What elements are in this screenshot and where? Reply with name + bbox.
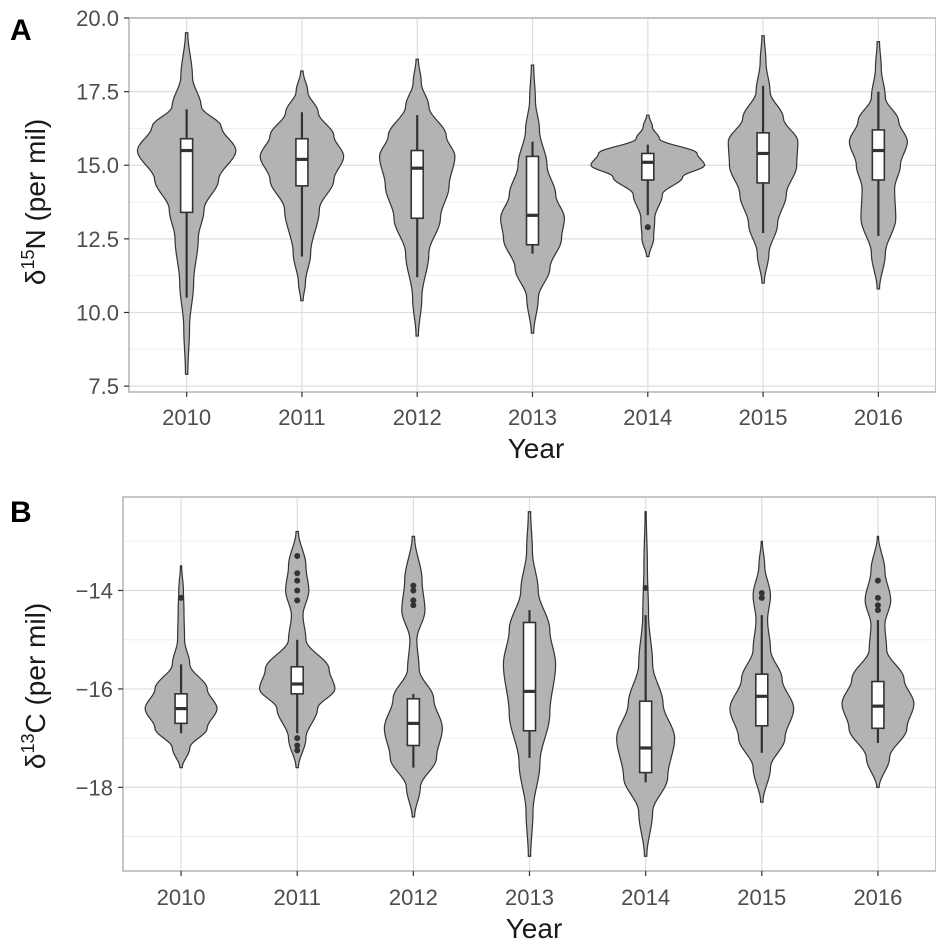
panel-b-outlier-2011 bbox=[294, 735, 301, 742]
panel-a-y-tick-label: 17.5 bbox=[76, 80, 119, 105]
panel-b-outlier-2011 bbox=[294, 553, 301, 560]
panel-a-box-2014 bbox=[640, 152, 655, 181]
panel-a-box-2016 bbox=[871, 129, 886, 181]
panel-b-y-tick-label: −14 bbox=[76, 579, 113, 604]
panel-b-outlier-2011 bbox=[294, 570, 301, 577]
panel-a-x-tick-label: 2016 bbox=[854, 405, 903, 430]
panel-b-outlier-2014 bbox=[642, 585, 649, 592]
panel-a-x-tick-label: 2013 bbox=[508, 405, 557, 430]
panel-a-x-ticks: 2010 2011 2012 2013 2014 2015 2016 bbox=[162, 392, 903, 430]
panel-b-box-2011 bbox=[290, 665, 305, 695]
panel-b-violins bbox=[144, 511, 915, 857]
panel-a-box-2011 bbox=[295, 137, 309, 187]
panel-a-x-axis-title: Year bbox=[508, 433, 565, 464]
panel-b-y-ticks: −18 −16 −14 bbox=[76, 579, 123, 800]
panel-a-letter: A bbox=[10, 14, 32, 47]
panel-b-outlier-2011 bbox=[294, 597, 301, 604]
panel-b-box-2013 bbox=[522, 621, 537, 732]
panel-b-letter: B bbox=[10, 496, 32, 529]
panel-b-x-tick-label: 2012 bbox=[389, 885, 438, 910]
panel-b: −18 −16 −14 2010 2011 2012 2013 2014 2015 2016 Y… bbox=[10, 496, 936, 944]
panel-b-y-axis-title-prefix: δ bbox=[20, 754, 51, 770]
panel-b-outlier-2011 bbox=[294, 587, 301, 594]
panel-a-box-2015 bbox=[756, 132, 770, 184]
panel-b-outlier-2016 bbox=[874, 577, 881, 584]
panel-b-x-tick-label: 2015 bbox=[737, 885, 786, 910]
panel-a-violin-group-2010 bbox=[136, 32, 237, 375]
panel-b-x-tick-label: 2013 bbox=[505, 885, 554, 910]
panel-b-x-axis-title: Year bbox=[506, 913, 563, 944]
panel-a-y-tick-label: 10.0 bbox=[76, 300, 119, 325]
panel-b-y-tick-label: −16 bbox=[76, 677, 113, 702]
panel-b-y-axis-title-sup: 13 bbox=[18, 734, 38, 754]
panel-b-y-axis-title-suffix: C (per mil) bbox=[20, 603, 51, 734]
panel-b-x-tick-label: 2016 bbox=[853, 885, 902, 910]
panel-a-box-2012 bbox=[410, 149, 425, 220]
panel-a-box-2010 bbox=[179, 137, 194, 214]
panel-b-outlier-2012 bbox=[410, 582, 417, 589]
panel-a-x-tick-label: 2014 bbox=[623, 405, 672, 430]
panel-a-y-tick-label: 12.5 bbox=[76, 227, 119, 252]
panel-b-outlier-2016 bbox=[874, 607, 881, 614]
panel-a-outlier-2014 bbox=[644, 224, 651, 231]
panel-b-x-tick-label: 2014 bbox=[621, 885, 670, 910]
panel-b-outlier-2012 bbox=[410, 602, 417, 609]
panel-b-violin-group-2014 bbox=[616, 511, 676, 857]
panel-b-violin-2012 bbox=[383, 535, 443, 818]
panel-b-violin-group-2013 bbox=[502, 511, 557, 857]
panel-b-violin-group-2015 bbox=[729, 540, 795, 803]
panel-b-outlier-2011 bbox=[294, 747, 301, 754]
panel-b-outlier-2010 bbox=[178, 594, 185, 601]
panel-b-violin-group-2016 bbox=[841, 535, 915, 788]
panel-a-x-tick-label: 2012 bbox=[393, 405, 442, 430]
panel-a: 7.5 10.0 12.5 15.0 17.5 20.0 2010 2011 2012 2013… bbox=[10, 6, 936, 464]
panel-b-x-ticks: 2010 2011 2012 2013 2014 2015 2016 bbox=[157, 871, 902, 910]
panel-b-outlier-2015 bbox=[758, 594, 765, 601]
panel-b-x-tick-label: 2011 bbox=[274, 885, 321, 910]
panel-a-violins bbox=[136, 32, 908, 375]
panel-a-y-axis-title: δ15N (per mil) bbox=[18, 119, 51, 285]
panel-a-y-tick-label: 20.0 bbox=[76, 6, 119, 31]
panel-b-y-axis-title: δ13C (per mil) bbox=[18, 603, 51, 769]
panel-a-violin-group-2016 bbox=[848, 40, 908, 290]
panel-a-y-axis-title-suffix: N (per mil) bbox=[20, 119, 51, 250]
panel-a-violin-group-2011 bbox=[259, 70, 345, 302]
panel-b-outlier-2012 bbox=[410, 587, 417, 594]
panel-b-violin-group-2011 bbox=[258, 530, 336, 769]
panel-a-violin-group-2012 bbox=[378, 58, 456, 337]
panel-a-x-tick-label: 2015 bbox=[739, 405, 788, 430]
panel-b-outlier-2015 bbox=[758, 589, 765, 596]
panel-b-box-2014 bbox=[638, 700, 653, 774]
panel-a-y-tick-label: 7.5 bbox=[88, 374, 119, 399]
panel-b-outlier-2012 bbox=[410, 597, 417, 604]
panel-b-violin-group-2010 bbox=[144, 565, 218, 769]
panel-a-y-axis-title-sup: 15 bbox=[18, 250, 38, 270]
panel-a-x-tick-label: 2011 bbox=[278, 405, 325, 430]
panel-b-outlier-2011 bbox=[294, 742, 301, 749]
panel-a-violin-group-2015 bbox=[727, 35, 799, 284]
panel-b-outlier-2016 bbox=[874, 594, 881, 601]
panel-a-violin-group-2013 bbox=[500, 64, 565, 334]
panel-b-x-tick-label: 2010 bbox=[157, 885, 206, 910]
panel-b-outlier-2016 bbox=[874, 602, 881, 609]
panel-b-outlier-2011 bbox=[294, 577, 301, 584]
panel-a-y-axis-title-prefix: δ bbox=[20, 270, 51, 286]
panel-b-violin-group-2012 bbox=[383, 535, 443, 818]
panel-b-y-tick-label: −18 bbox=[76, 775, 113, 800]
panel-a-y-tick-label: 15.0 bbox=[76, 153, 119, 178]
panel-a-box-2013 bbox=[525, 155, 540, 246]
panel-a-y-ticks: 7.5 10.0 12.5 15.0 17.5 20.0 bbox=[76, 6, 129, 399]
panel-b-box-2015 bbox=[754, 673, 769, 727]
panel-a-violin-group-2014 bbox=[590, 114, 706, 258]
panel-a-x-tick-label: 2010 bbox=[162, 405, 211, 430]
